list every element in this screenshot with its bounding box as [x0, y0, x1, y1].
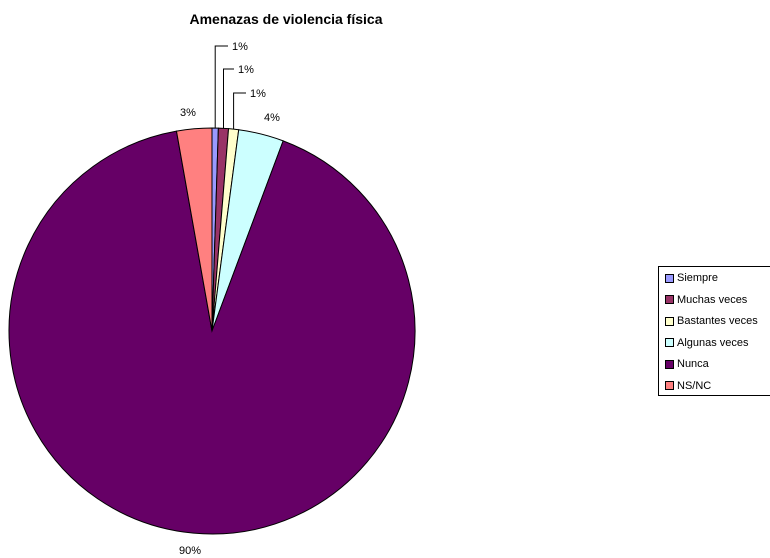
legend-label: Nunca	[677, 358, 709, 370]
legend-item-siempre: Siempre	[665, 271, 718, 285]
legend-item-algunas-veces: Algunas veces	[665, 336, 749, 350]
data-label-algunas-veces: 4%	[264, 112, 280, 124]
pie-slice-nunca	[8, 130, 416, 535]
chart-title: Amenazas de violencia física	[190, 11, 383, 27]
leader-lines	[214, 45, 246, 130]
legend-label: NS/NC	[677, 379, 712, 392]
data-label-siempre: 1%	[232, 41, 248, 53]
legend-item-muchas-veces: Muchas veces	[665, 293, 747, 307]
leader-line-muchas-veces	[223, 68, 234, 129]
legend-label: Muchas veces	[677, 293, 748, 306]
legend-label: Siempre	[677, 272, 718, 284]
legend-item-ns-nc: NS/NC	[665, 379, 711, 393]
data-label-bastantes-veces: 1%	[250, 88, 266, 100]
leader-line-siempre	[214, 45, 228, 128]
legend-swatch	[665, 273, 674, 283]
legend-swatch	[665, 359, 674, 369]
data-label-nunca: 90%	[179, 545, 201, 557]
data-labels: 1% 1% 1% 4% 90% 3%	[179, 41, 280, 557]
legend-swatch	[665, 295, 674, 304]
legend-item-nunca: Nunca	[665, 357, 709, 371]
legend-swatch	[665, 316, 674, 326]
data-label-muchas-veces: 1%	[238, 64, 254, 76]
data-label-ns-nc: 3%	[180, 107, 196, 119]
legend-swatch	[665, 338, 674, 347]
legend-label: Bastantes veces	[677, 315, 758, 327]
legend-label: Algunas veces	[677, 336, 749, 349]
legend-swatch	[665, 381, 674, 390]
leader-line-bastantes-veces	[233, 92, 246, 130]
legend: Siempre Muchas veces Bastantes veces Alguna…	[658, 266, 770, 396]
pie-slice-ns-nc	[175, 127, 213, 332]
legend-item-bastantes-veces: Bastantes veces	[665, 314, 758, 328]
pie-slices	[8, 127, 416, 535]
